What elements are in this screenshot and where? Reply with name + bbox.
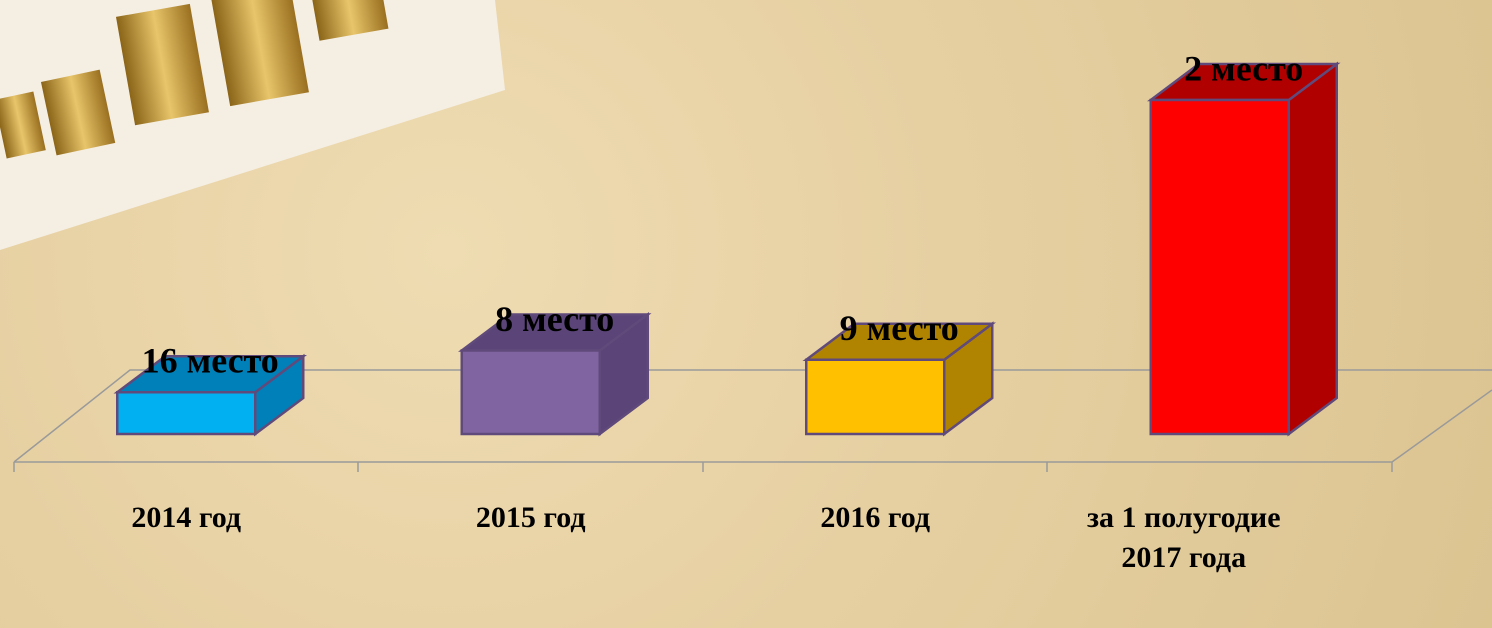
bar-front xyxy=(117,392,255,434)
data-label: 8 место xyxy=(495,299,614,339)
bar-front xyxy=(806,360,944,434)
category-label: за 1 полугодие 2017 года xyxy=(1024,498,1344,578)
data-label: 2 место xyxy=(1184,48,1303,88)
category-label: 2014 год xyxy=(26,498,346,538)
coins-picture xyxy=(0,0,505,250)
bar-front xyxy=(1151,100,1289,434)
bar xyxy=(1151,64,1337,434)
slide: 16 место 8 место 9 место 2 место 2014 год 20… xyxy=(0,0,1492,628)
data-label: 9 место xyxy=(840,308,959,348)
data-label: 16 место xyxy=(142,341,279,381)
category-label: 2015 год xyxy=(371,498,691,538)
bar-front xyxy=(462,351,600,435)
bar-side xyxy=(1289,64,1337,434)
category-label: 2016 год xyxy=(715,498,1035,538)
